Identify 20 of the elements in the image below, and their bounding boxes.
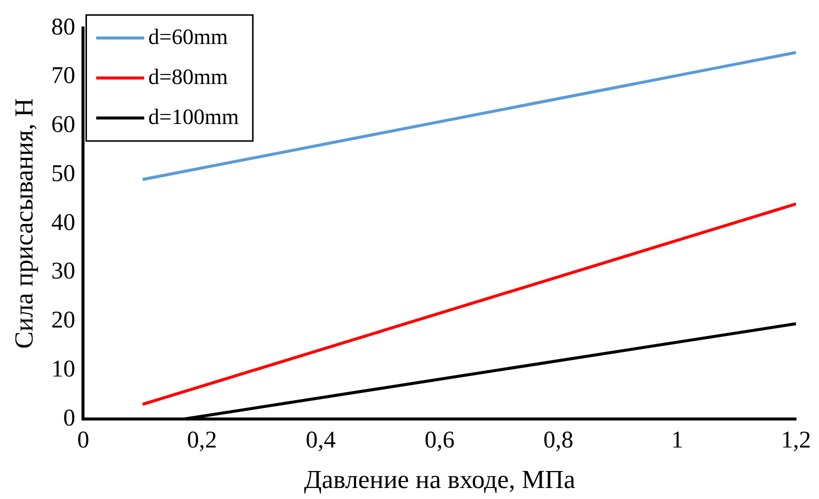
- y-tick-label: 70: [51, 63, 76, 90]
- legend-label: d=60mm: [148, 24, 228, 49]
- y-tick-label: 50: [51, 160, 76, 187]
- x-axis-title: Давление на входе, МПа: [304, 465, 576, 494]
- legend-label: d=100mm: [148, 104, 239, 129]
- y-axis-title: Сила присасывания, Н: [9, 98, 38, 349]
- y-tick-label: 30: [51, 258, 76, 285]
- y-tick-label: 80: [51, 14, 76, 40]
- y-tick-label: 20: [51, 308, 76, 334]
- legend-label: d=80mm: [148, 64, 228, 89]
- y-tick-label: 0: [63, 405, 76, 432]
- x-tick-label: 1: [671, 428, 684, 454]
- x-tick-label: 0,6: [424, 428, 455, 454]
- x-tick-label: 0,8: [543, 428, 574, 454]
- x-tick-label: 0,2: [187, 428, 217, 454]
- x-tick-label: 1,2: [781, 428, 811, 454]
- x-tick-label: 0,4: [306, 428, 336, 454]
- y-tick-label: 60: [51, 112, 76, 138]
- y-tick-label: 40: [51, 210, 76, 236]
- y-tick-label: 10: [51, 356, 76, 382]
